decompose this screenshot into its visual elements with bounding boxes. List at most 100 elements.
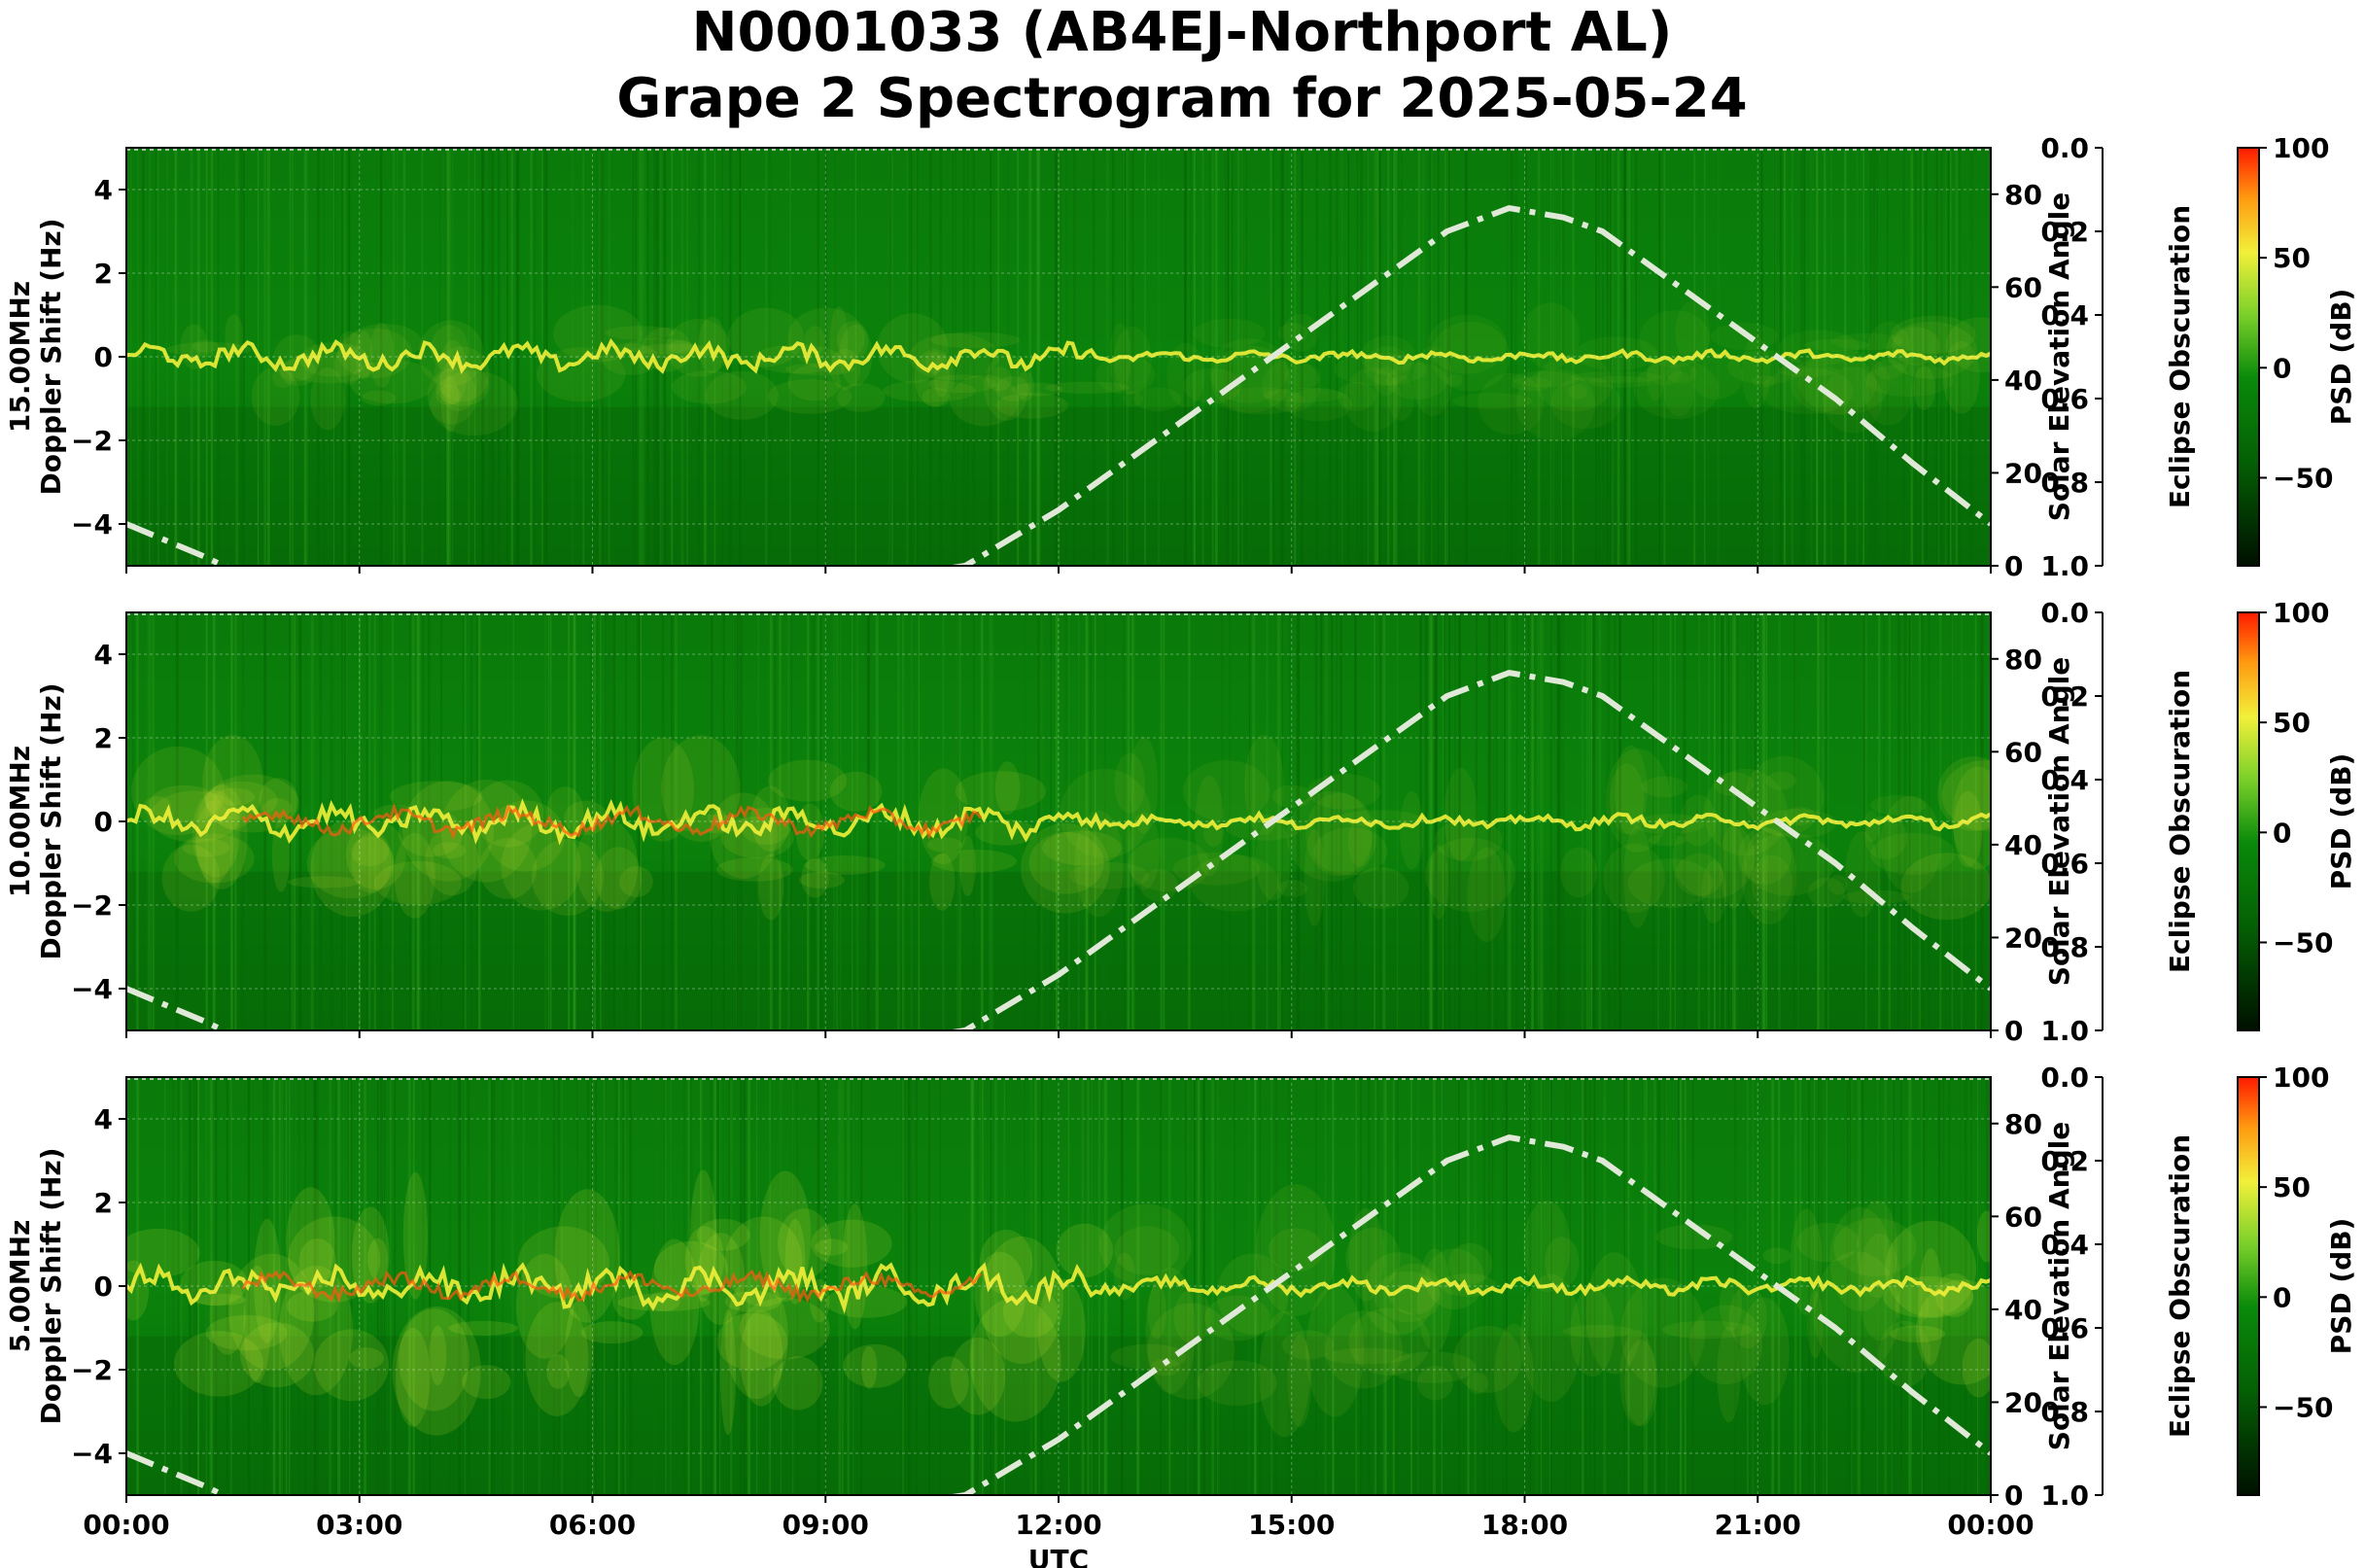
noise-streak — [243, 148, 245, 566]
noise-streak — [1091, 1077, 1093, 1495]
signal-cloud — [525, 1302, 589, 1416]
y-tick-label: 0 — [94, 1271, 113, 1303]
noise-streak — [941, 612, 945, 1030]
x-tick-label: 00:00 — [83, 1509, 169, 1541]
signal-cloud — [811, 1219, 892, 1268]
noise-streak — [713, 1077, 716, 1495]
noise-streak — [1197, 1077, 1200, 1495]
noise-streak — [1936, 148, 1940, 566]
noise-streak — [888, 148, 891, 566]
noise-streak — [1541, 612, 1543, 1030]
signal-cloud — [1864, 359, 1913, 426]
noise-streak — [608, 148, 610, 566]
noise-streak — [977, 1077, 980, 1495]
noise-streak — [875, 612, 879, 1030]
noise-streak — [739, 612, 742, 1030]
signal-cloud — [553, 304, 643, 363]
noise-streak — [981, 1077, 984, 1495]
noise-streak — [194, 1077, 198, 1495]
noise-streak — [409, 612, 411, 1030]
noise-streak — [1237, 148, 1239, 566]
signal-cloud — [150, 790, 241, 843]
noise-streak — [1474, 1077, 1477, 1495]
signal-cloud — [310, 819, 395, 918]
noise-streak — [1683, 1077, 1685, 1495]
noise-streak — [817, 612, 819, 1030]
eclipse-tick-label: 0.4 — [2040, 299, 2089, 331]
signal-cloud — [205, 1314, 288, 1351]
solar-tick-label: 0 — [2004, 550, 2023, 582]
noise-streak — [1475, 612, 1478, 1030]
noise-streak — [1588, 612, 1591, 1030]
signal-cloud — [696, 1233, 746, 1325]
noise-streak — [675, 612, 678, 1030]
noise-streak — [1644, 1077, 1647, 1495]
signal-cloud — [955, 771, 1046, 812]
x-tick-label: 03:00 — [316, 1509, 402, 1541]
doppler-trace-strong — [241, 802, 983, 841]
noise-streak — [1876, 1077, 1879, 1495]
signal-cloud — [259, 778, 298, 823]
signal-cloud — [182, 838, 230, 857]
signal-cloud — [1282, 313, 1319, 352]
signal-cloud — [801, 858, 829, 898]
signal-cloud — [724, 1216, 803, 1307]
signal-cloud — [1360, 335, 1416, 376]
noise-streak — [1618, 612, 1620, 1030]
signal-cloud — [339, 331, 362, 355]
noise-streak — [1488, 612, 1491, 1030]
signal-cloud — [605, 326, 675, 340]
eclipse-tick-label: 0.0 — [2040, 1062, 2089, 1094]
noise-streak — [341, 612, 343, 1030]
noise-streak — [1144, 148, 1146, 566]
signal-cloud — [1741, 827, 1797, 924]
noise-streak — [1892, 1077, 1895, 1495]
signal-cloud — [1857, 1200, 1898, 1299]
noise-streak — [587, 1077, 590, 1495]
noise-streak — [656, 148, 659, 566]
figure-title-line2: Grape 2 Spectrogram for 2025-05-24 — [616, 67, 1747, 130]
noise-streak — [155, 148, 157, 566]
noise-streak — [1564, 1077, 1568, 1495]
panel-5.00MHz: 420−2−45.00MHz Doppler Shift (Hz)00:00 03:… — [4, 1062, 2357, 1568]
noise-streak — [205, 612, 208, 1030]
noise-streak — [482, 148, 485, 566]
signal-cloud — [768, 759, 848, 802]
noise-streak — [980, 612, 984, 1030]
signal-cloud — [1343, 366, 1402, 432]
noise-streak — [1297, 612, 1301, 1030]
signal-cloud — [1605, 749, 1671, 853]
signal-cloud — [1719, 1276, 1743, 1332]
noise-streak — [824, 148, 827, 566]
noise-streak — [735, 612, 738, 1030]
noise-streak — [1287, 1077, 1291, 1495]
noise-streak — [1090, 612, 1093, 1030]
noise-streak — [1736, 612, 1739, 1030]
eclipse-axis-label: Eclipse Obscuration — [2164, 670, 2196, 973]
signal-cloud — [1646, 357, 1665, 401]
noise-streak — [164, 1077, 166, 1495]
noise-streak — [381, 612, 383, 1030]
noise-streak — [769, 148, 771, 566]
solar-tick-label: 40 — [2004, 829, 2042, 861]
plot-area — [126, 148, 1991, 566]
signal-cloud — [928, 374, 997, 394]
signal-cloud — [919, 768, 969, 865]
signal-cloud — [1870, 795, 1926, 816]
signal-cloud — [759, 1170, 812, 1303]
signal-cloud — [1675, 300, 1711, 364]
signal-cloud — [1003, 1286, 1059, 1338]
noise-streak — [373, 612, 376, 1030]
noise-streak — [1296, 612, 1298, 1030]
noise-streak — [345, 612, 348, 1030]
solar-elevation-curve — [126, 205, 1991, 566]
noise-streak — [1028, 148, 1032, 566]
signal-cloud — [435, 366, 490, 406]
signal-cloud — [727, 307, 805, 367]
signal-cloud — [1467, 1372, 1488, 1395]
noise-streak — [1441, 1077, 1443, 1495]
signal-cloud — [1913, 366, 1935, 410]
signal-cloud — [462, 1365, 511, 1400]
noise-streak — [1750, 612, 1753, 1030]
noise-streak — [1734, 1077, 1737, 1495]
